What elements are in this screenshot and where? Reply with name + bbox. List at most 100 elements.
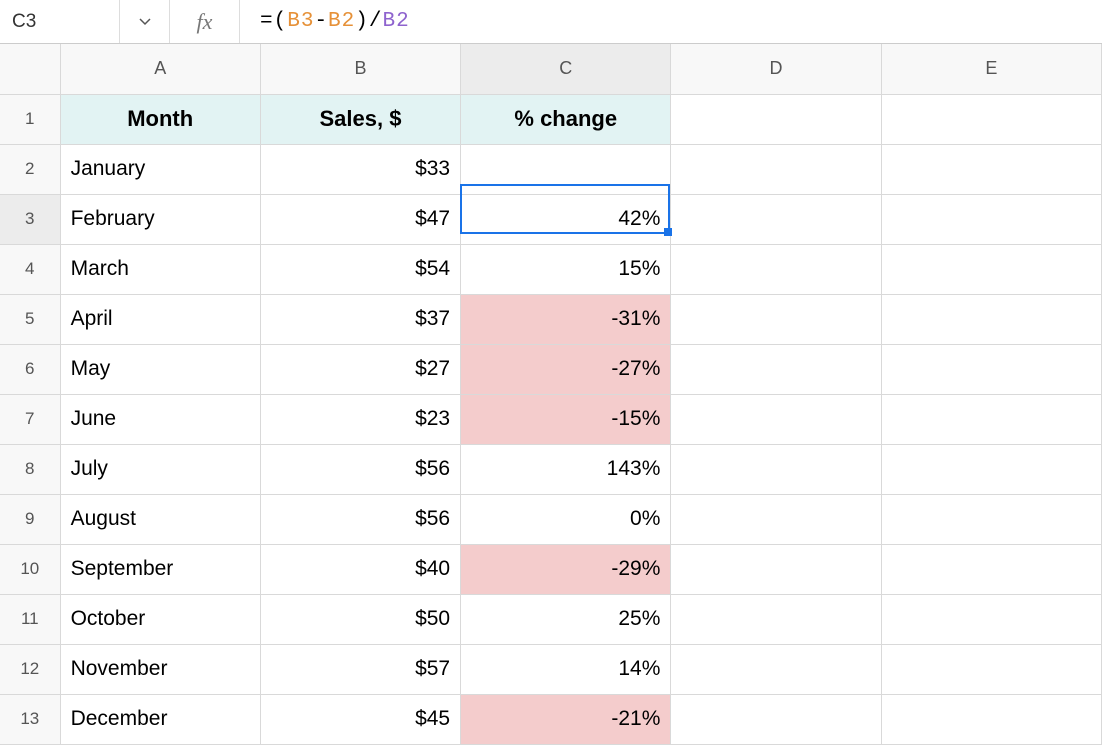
select-all-corner[interactable] bbox=[0, 44, 60, 94]
row-header-8[interactable]: 8 bbox=[0, 444, 60, 494]
empty-cell[interactable] bbox=[671, 694, 881, 744]
column-header-A[interactable]: A bbox=[60, 44, 260, 94]
empty-cell[interactable] bbox=[671, 644, 881, 694]
empty-cell[interactable] bbox=[881, 294, 1101, 344]
row-header-4[interactable]: 4 bbox=[0, 244, 60, 294]
row-header-12[interactable]: 12 bbox=[0, 644, 60, 694]
cell-month[interactable]: September bbox=[61, 545, 260, 594]
header-month[interactable]: Month bbox=[61, 95, 260, 144]
column-header-C[interactable]: C bbox=[461, 44, 671, 94]
spreadsheet-grid[interactable]: ABCDE 1MonthSales, $% change2January$333… bbox=[0, 44, 1102, 745]
empty-cell[interactable] bbox=[671, 244, 881, 294]
empty-cell[interactable] bbox=[881, 644, 1101, 694]
empty-cell[interactable] bbox=[881, 144, 1101, 194]
formula-input[interactable]: = ( B3 - B2 ) / B2 bbox=[240, 0, 1102, 43]
row-header-9[interactable]: 9 bbox=[0, 494, 60, 544]
table-row: 4March$5415% bbox=[0, 244, 1102, 294]
cell-month[interactable]: May bbox=[61, 345, 260, 394]
table-row: 3February$4742% bbox=[0, 194, 1102, 244]
row-header-5[interactable]: 5 bbox=[0, 294, 60, 344]
empty-cell[interactable] bbox=[671, 294, 881, 344]
empty-cell[interactable] bbox=[671, 494, 881, 544]
cell-change[interactable]: 42% bbox=[461, 195, 670, 244]
cell-sales[interactable]: $23 bbox=[261, 395, 460, 444]
cell-month[interactable]: March bbox=[61, 245, 260, 294]
cell-month[interactable]: June bbox=[61, 395, 260, 444]
empty-cell[interactable] bbox=[671, 94, 881, 144]
empty-cell[interactable] bbox=[671, 344, 881, 394]
empty-cell[interactable] bbox=[671, 144, 881, 194]
cell-month[interactable]: December bbox=[61, 695, 260, 744]
sheet-table: ABCDE 1MonthSales, $% change2January$333… bbox=[0, 44, 1102, 745]
cell-change[interactable]: 25% bbox=[461, 595, 670, 644]
table-row: 11October$5025% bbox=[0, 594, 1102, 644]
formula-bar: C3 fx = ( B3 - B2 ) / B2 bbox=[0, 0, 1102, 44]
row-header-7[interactable]: 7 bbox=[0, 394, 60, 444]
empty-cell[interactable] bbox=[881, 394, 1101, 444]
cell-month[interactable]: January bbox=[61, 145, 260, 194]
header-sales[interactable]: Sales, $ bbox=[261, 95, 460, 144]
cell-change[interactable]: -27% bbox=[461, 345, 670, 394]
cell-change[interactable]: 14% bbox=[461, 645, 670, 694]
cell-month[interactable]: August bbox=[61, 495, 260, 544]
cell-sales[interactable]: $50 bbox=[261, 595, 460, 644]
cell-month[interactable]: October bbox=[61, 595, 260, 644]
cell-sales[interactable]: $27 bbox=[261, 345, 460, 394]
empty-cell[interactable] bbox=[881, 94, 1101, 144]
cell-change[interactable]: 143% bbox=[461, 445, 670, 494]
cell-month[interactable]: July bbox=[61, 445, 260, 494]
cell-sales[interactable]: $33 bbox=[261, 145, 460, 194]
empty-cell[interactable] bbox=[881, 344, 1101, 394]
chevron-down-icon bbox=[139, 18, 151, 26]
empty-cell[interactable] bbox=[671, 194, 881, 244]
cell-month[interactable]: April bbox=[61, 295, 260, 344]
table-row: 1MonthSales, $% change bbox=[0, 94, 1102, 144]
cell-sales[interactable]: $56 bbox=[261, 495, 460, 544]
row-header-10[interactable]: 10 bbox=[0, 544, 60, 594]
cell-change[interactable]: 15% bbox=[461, 245, 670, 294]
empty-cell[interactable] bbox=[881, 244, 1101, 294]
name-box-dropdown[interactable] bbox=[120, 0, 170, 43]
cell-change[interactable]: -31% bbox=[461, 295, 670, 344]
column-header-B[interactable]: B bbox=[260, 44, 460, 94]
cell-sales[interactable]: $37 bbox=[261, 295, 460, 344]
cell-change[interactable] bbox=[461, 145, 670, 194]
cell-sales[interactable]: $40 bbox=[261, 545, 460, 594]
empty-cell[interactable] bbox=[881, 494, 1101, 544]
empty-cell[interactable] bbox=[671, 394, 881, 444]
cell-change[interactable]: -15% bbox=[461, 395, 670, 444]
cell-sales[interactable]: $45 bbox=[261, 695, 460, 744]
row-header-1[interactable]: 1 bbox=[0, 94, 60, 144]
row-header-3[interactable]: 3 bbox=[0, 194, 60, 244]
cell-sales[interactable]: $57 bbox=[261, 645, 460, 694]
empty-cell[interactable] bbox=[881, 544, 1101, 594]
cell-change[interactable]: -29% bbox=[461, 545, 670, 594]
column-header-E[interactable]: E bbox=[881, 44, 1101, 94]
cell-sales[interactable]: $47 bbox=[261, 195, 460, 244]
column-header-D[interactable]: D bbox=[671, 44, 881, 94]
empty-cell[interactable] bbox=[881, 594, 1101, 644]
empty-cell[interactable] bbox=[671, 594, 881, 644]
formula-rp: ) bbox=[355, 10, 369, 33]
empty-cell[interactable] bbox=[671, 544, 881, 594]
formula-lp: ( bbox=[274, 10, 288, 33]
row-header-11[interactable]: 11 bbox=[0, 594, 60, 644]
row-header-13[interactable]: 13 bbox=[0, 694, 60, 744]
empty-cell[interactable] bbox=[881, 694, 1101, 744]
cell-sales[interactable]: $54 bbox=[261, 245, 460, 294]
row-header-2[interactable]: 2 bbox=[0, 144, 60, 194]
row-header-6[interactable]: 6 bbox=[0, 344, 60, 394]
empty-cell[interactable] bbox=[881, 444, 1101, 494]
cell-change[interactable]: 0% bbox=[461, 495, 670, 544]
cell-change[interactable]: -21% bbox=[461, 695, 670, 744]
table-row: 10September$40-29% bbox=[0, 544, 1102, 594]
empty-cell[interactable] bbox=[671, 444, 881, 494]
formula-eq: = bbox=[260, 10, 274, 33]
empty-cell[interactable] bbox=[881, 194, 1101, 244]
header-change[interactable]: % change bbox=[461, 95, 670, 144]
cell-month[interactable]: February bbox=[61, 195, 260, 244]
table-row: 5April$37-31% bbox=[0, 294, 1102, 344]
name-box[interactable]: C3 bbox=[0, 0, 120, 43]
cell-month[interactable]: November bbox=[61, 645, 260, 694]
cell-sales[interactable]: $56 bbox=[261, 445, 460, 494]
